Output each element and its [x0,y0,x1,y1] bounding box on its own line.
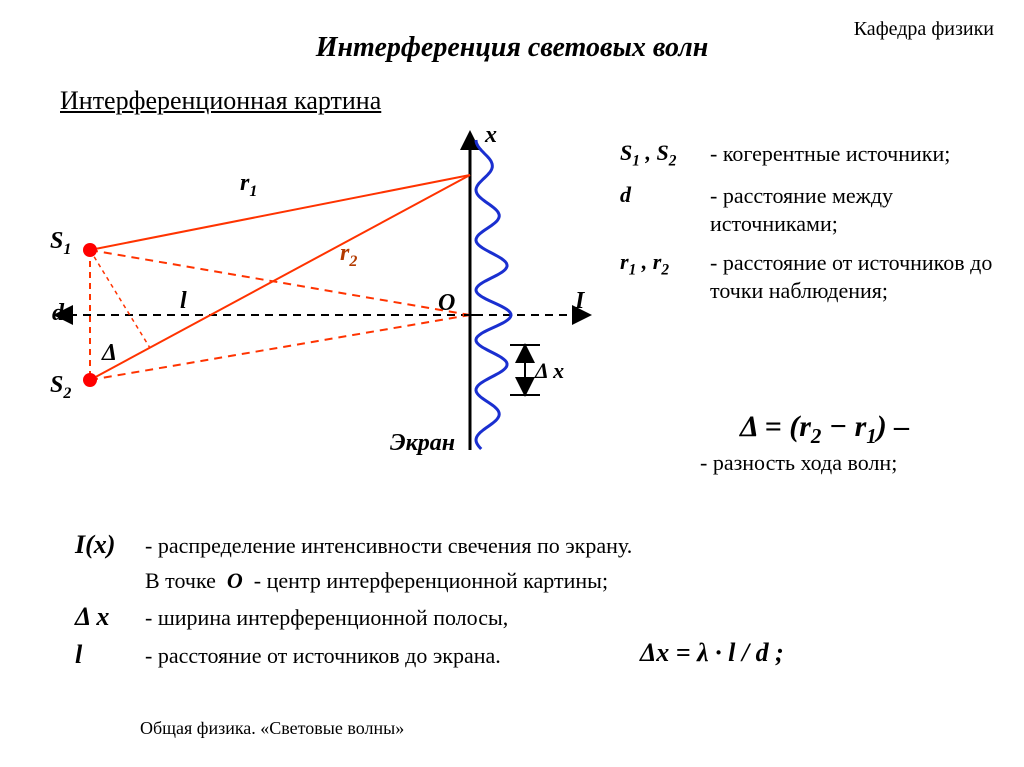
legend-row: r1 , r2 - расстояние от источников до то… [620,249,1024,304]
lower-desc: - распределение интенсивности свечения п… [145,533,632,559]
legend-row: d - расстояние между источниками; [620,182,1024,237]
label-r2: r2 [340,240,357,270]
label-delta: Δ [101,340,117,366]
label-o: O [438,290,455,316]
label-x: x [484,122,497,148]
delta-foot [90,250,150,348]
interference-diagram: S1 S2 d l Δ r1 r2 x O I Δ x Экран [20,120,620,490]
lower-row: I(x) - распределение интенсивности свече… [75,530,632,560]
page-subtitle: Интерференционная картина [60,86,381,116]
source-s2 [83,373,97,387]
intensity-curve [476,140,511,449]
label-l: l [180,288,187,314]
delta-desc: - разность хода волн; [700,450,1000,476]
ray-r2 [90,175,470,380]
lower-desc: - расстояние от источников до экрана. [145,643,501,669]
label-i: I [574,288,586,314]
legend-row: S1 , S2 - когерентные источники; [620,140,1024,170]
lower-row: В точке O - центр интерференционной карт… [75,568,632,594]
label-s2: S2 [50,372,71,402]
ray-r1 [90,175,470,250]
lower-row: Δ x - ширина интерференционной полосы, [75,602,632,632]
label-d: d [52,300,65,326]
label-dx: Δ x [534,358,564,383]
page-title: Интерференция световых волн [0,32,1024,64]
legend-sym-s: S1 , S2 [620,140,710,170]
legend-desc: - расстояние от источников до точки набл… [710,249,1024,304]
ray-s2-o [90,315,470,380]
label-s1: S1 [50,228,71,258]
delta-formula: Δ = (r2 − r1) – [740,410,909,449]
lower-sym-dx: Δ x [75,602,145,632]
label-screen: Экран [390,430,455,456]
legend-desc: - расстояние между источниками; [710,182,1024,237]
lower-desc: В точке O - центр интерференционной карт… [145,568,608,594]
dx-formula: Δx = λ · l / d ; [640,638,784,668]
lower-sym-ix: I(x) [75,530,145,560]
lower-block: I(x) - распределение интенсивности свече… [75,530,632,678]
legend-block: S1 , S2 - когерентные источники; d - рас… [620,140,1024,316]
label-r1: r1 [240,170,257,200]
source-s1 [83,243,97,257]
footer-text: Общая физика. «Световые волны» [140,718,404,739]
legend-desc: - когерентные источники; [710,140,950,168]
legend-sym-d: d [620,182,710,208]
legend-sym-r: r1 , r2 [620,249,710,279]
lower-sym-l: l [75,640,145,670]
lower-row: l - расстояние от источников до экрана. [75,640,632,670]
ray-s1-o [90,250,470,315]
lower-desc: - ширина интерференционной полосы, [145,605,508,631]
